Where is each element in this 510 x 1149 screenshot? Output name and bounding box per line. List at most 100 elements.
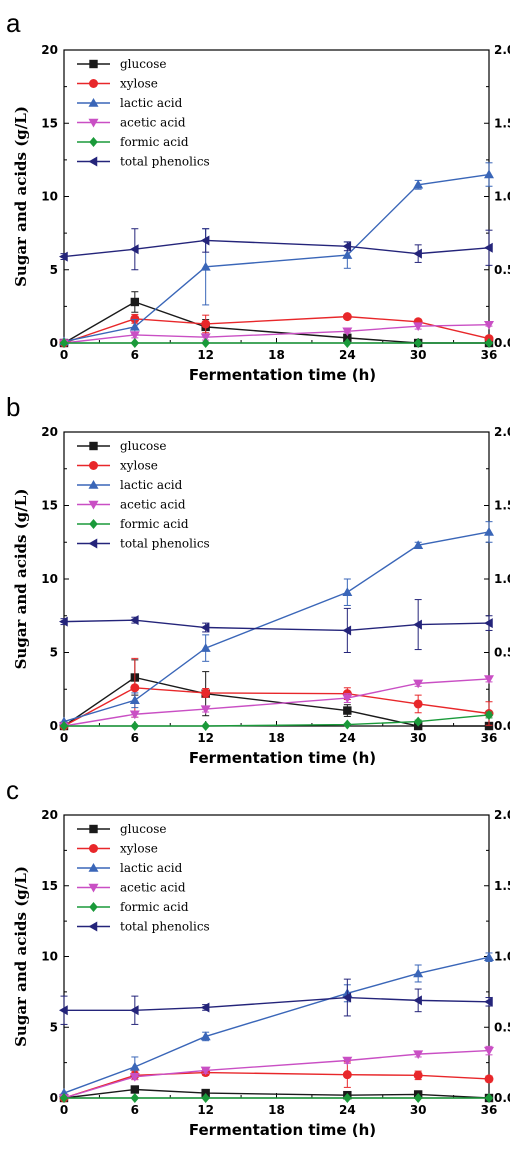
y2-tick-label: 1.0 — [494, 572, 510, 586]
x-tick-label: 6 — [131, 348, 139, 362]
data-point — [343, 338, 352, 348]
data-point — [413, 540, 424, 549]
y2-tick-label: 1.0 — [494, 950, 510, 964]
y-tick-label: 0 — [50, 1091, 58, 1105]
legend-label: formic acid — [120, 900, 189, 914]
x-axis-title: Fermentation time (h) — [189, 1121, 376, 1139]
y-tick-label: 20 — [41, 808, 58, 822]
panel-letter: a — [6, 8, 21, 38]
legend-marker — [89, 824, 98, 834]
data-point — [129, 615, 139, 626]
legend-label: formic acid — [120, 517, 189, 531]
series-line — [63, 619, 490, 632]
series-line — [63, 315, 490, 344]
legend-label: xylose — [120, 459, 158, 473]
legend: glucose xylose lactic acid acetic acid formi… — [77, 439, 210, 551]
data-point — [129, 1073, 140, 1082]
y2-tick-label: 1.5 — [494, 116, 510, 130]
data-point — [342, 1070, 352, 1080]
data-point — [343, 706, 352, 715]
legend-marker — [88, 156, 98, 167]
y-tick-label: 15 — [41, 879, 58, 893]
data-point — [413, 995, 422, 1006]
x-axis-title: Fermentation time (h) — [189, 749, 376, 767]
data-point — [59, 251, 68, 262]
data-point — [413, 179, 424, 189]
legend-marker — [89, 902, 98, 912]
data-point — [130, 683, 140, 693]
series-line — [63, 687, 490, 727]
series-line — [63, 301, 489, 344]
y-tick-label: 5 — [50, 1020, 58, 1034]
legend-marker — [89, 79, 98, 88]
series-line — [63, 678, 490, 727]
chart-panel-a: a 0 6 12 18 24 30 36 0 5 10 15 20 0.0 0.5 1.0 1.5 2.0 Ferm… — [6, 8, 510, 384]
data-point — [129, 321, 140, 331]
data-point — [413, 1050, 424, 1060]
data-point — [130, 721, 140, 731]
panel-letter: c — [6, 775, 19, 805]
data-point — [484, 618, 493, 629]
data-point — [342, 1056, 353, 1066]
y2-tick-label: 0.0 — [494, 1091, 510, 1105]
series-lactic-acid — [59, 521, 494, 726]
panel-letter: b — [6, 392, 20, 422]
y2-tick-label: 0.0 — [494, 719, 510, 733]
y2-tick-label: 2.0 — [494, 808, 510, 822]
series-line — [64, 714, 490, 727]
legend-label: total phenolics — [120, 920, 210, 934]
y-tick-label: 15 — [41, 499, 58, 513]
x-tick-label: 24 — [339, 1103, 356, 1117]
series-line — [63, 239, 490, 258]
data-point — [200, 622, 210, 633]
y-tick-label: 10 — [41, 190, 58, 204]
legend-label: glucose — [120, 57, 166, 71]
chart-panel-c: c 0 6 12 18 24 30 36 0 5 10 15 20 0.0 0.5 1.0 1.5 2.0 Ferm… — [6, 775, 510, 1139]
data-point — [342, 625, 352, 636]
legend-label: acetic acid — [120, 498, 186, 512]
series-glucose — [59, 659, 494, 731]
data-point — [201, 688, 211, 698]
x-tick-label: 24 — [339, 731, 356, 745]
data-point — [484, 242, 493, 253]
legend-label: glucose — [120, 822, 166, 836]
series-line — [64, 996, 490, 1011]
data-point — [130, 297, 140, 307]
data-point — [342, 587, 353, 596]
y2-tick-label: 0.5 — [494, 1020, 510, 1034]
legend-label: acetic acid — [120, 881, 186, 895]
legend-marker — [88, 883, 99, 893]
legend-marker — [88, 98, 99, 107]
data-point — [59, 1005, 68, 1016]
legend-marker — [88, 500, 99, 510]
x-tick-label: 18 — [268, 731, 285, 745]
data-point — [342, 241, 352, 252]
y2-tick-label: 0.5 — [494, 263, 510, 277]
series-acetic-acid — [59, 320, 494, 348]
y-tick-label: 0 — [50, 336, 58, 350]
data-point — [342, 694, 353, 704]
data-point — [413, 968, 424, 978]
data-point — [200, 643, 211, 652]
data-point — [413, 248, 422, 259]
data-point — [413, 699, 423, 709]
y2-tick-label: 0.5 — [494, 646, 510, 660]
x-tick-label: 6 — [131, 1103, 139, 1117]
data-point — [413, 716, 423, 727]
legend-marker — [89, 461, 98, 470]
data-point — [201, 338, 210, 348]
legend-marker — [88, 863, 99, 872]
data-point — [129, 1005, 139, 1016]
chart-panel-b: b 0 6 12 18 24 30 36 0 5 10 15 20 0.0 0.5 1.0 1.5 2.0 Ferm… — [6, 392, 510, 767]
data-point — [130, 1085, 140, 1094]
data-point — [130, 338, 140, 348]
data-point — [484, 996, 493, 1007]
y-tick-label: 5 — [50, 263, 58, 277]
y-tick-label: 10 — [41, 950, 58, 964]
x-tick-label: 36 — [481, 1103, 498, 1117]
data-point — [484, 1074, 494, 1084]
y-tick-label: 20 — [41, 425, 58, 439]
x-axis-title: Fermentation time (h) — [189, 366, 376, 384]
data-point — [484, 721, 494, 731]
